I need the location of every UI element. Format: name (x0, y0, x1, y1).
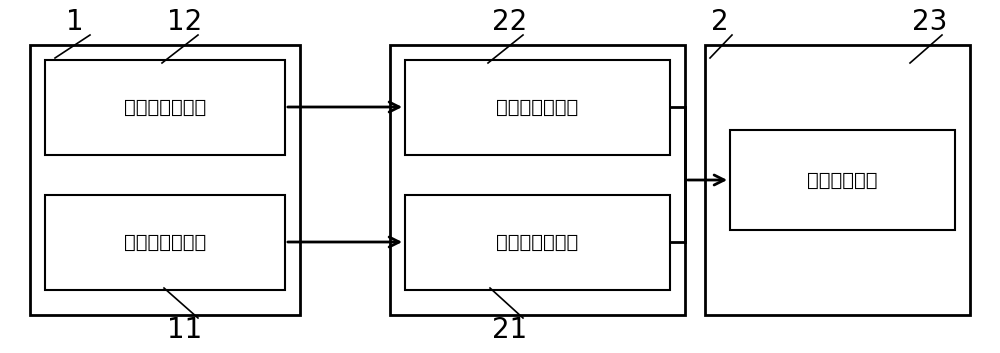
Text: 上升沿检测模块: 上升沿检测模块 (496, 233, 579, 252)
Bar (390, 45, 685, 315)
Bar (405, 60, 670, 155)
Text: 脉冲锁存模块: 脉冲锁存模块 (807, 170, 878, 190)
Text: 21: 21 (492, 316, 528, 344)
Bar (705, 45, 970, 315)
Text: 下迟滞比较模块: 下迟滞比较模块 (124, 233, 206, 252)
Bar (405, 195, 670, 290)
Bar (45, 195, 285, 290)
Text: 23: 23 (912, 8, 948, 36)
Text: 2: 2 (711, 8, 729, 36)
Text: 下降沿检测模块: 下降沿检测模块 (496, 98, 579, 117)
Text: 12: 12 (167, 8, 203, 36)
Bar (30, 45, 300, 315)
Bar (730, 130, 955, 230)
Text: 22: 22 (492, 8, 528, 36)
Text: 11: 11 (167, 316, 203, 344)
Text: 上迟滞比较模块: 上迟滞比较模块 (124, 98, 206, 117)
Text: 1: 1 (66, 8, 84, 36)
Bar (45, 60, 285, 155)
